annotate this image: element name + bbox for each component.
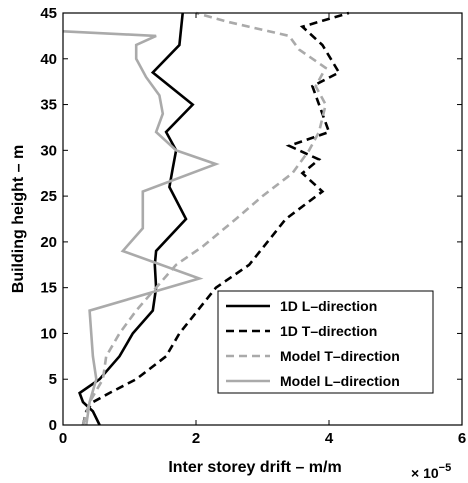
y-tick-label: 40 — [40, 51, 57, 68]
legend-label-2: 1D T–direction — [280, 323, 377, 339]
x-tick-label: 6 — [458, 430, 466, 447]
y-tick-label: 30 — [40, 142, 57, 159]
series-line-3 — [81, 11, 328, 426]
series-line-2 — [81, 11, 350, 426]
legend-box — [217, 290, 434, 394]
y-tick-label: 25 — [40, 188, 57, 205]
y-tick-label: 35 — [40, 97, 57, 114]
x-axis-label: Inter storey drift – m/m — [168, 459, 341, 476]
y-tick-label: 5 — [49, 371, 57, 388]
legend-label-1: 1D L–direction — [280, 298, 377, 314]
x-tick-label: 0 — [59, 430, 67, 447]
y-axis-label: Building height – m — [10, 145, 27, 293]
x-multiplier: × 10−5 — [411, 462, 451, 481]
y-tick-label: 0 — [49, 417, 57, 434]
plot-frame — [62, 12, 463, 426]
y-tick-label: 45 — [40, 5, 57, 22]
y-tick-label: 10 — [40, 325, 57, 342]
y-tick-label: 20 — [40, 234, 57, 251]
legend: 1D L–direction 1D T–direction Model T–dire… — [217, 290, 434, 394]
x-tick-label: 2 — [192, 430, 200, 447]
x-tick-label: 4 — [325, 430, 334, 447]
x-multiplier-exponent: −5 — [439, 462, 452, 474]
legend-label-3: Model T–direction — [280, 348, 400, 364]
legend-label-4: Model L–direction — [280, 373, 400, 389]
ticks-layer: 0 2 4 6 0 5 10 15 20 25 30 35 40 45 — [40, 5, 466, 447]
series-layer — [62, 11, 350, 426]
series-line-1 — [78, 12, 195, 426]
series-line-4 — [62, 30, 220, 426]
y-tick-label: 15 — [40, 280, 57, 297]
x-multiplier-base: × 10 — [411, 465, 439, 481]
